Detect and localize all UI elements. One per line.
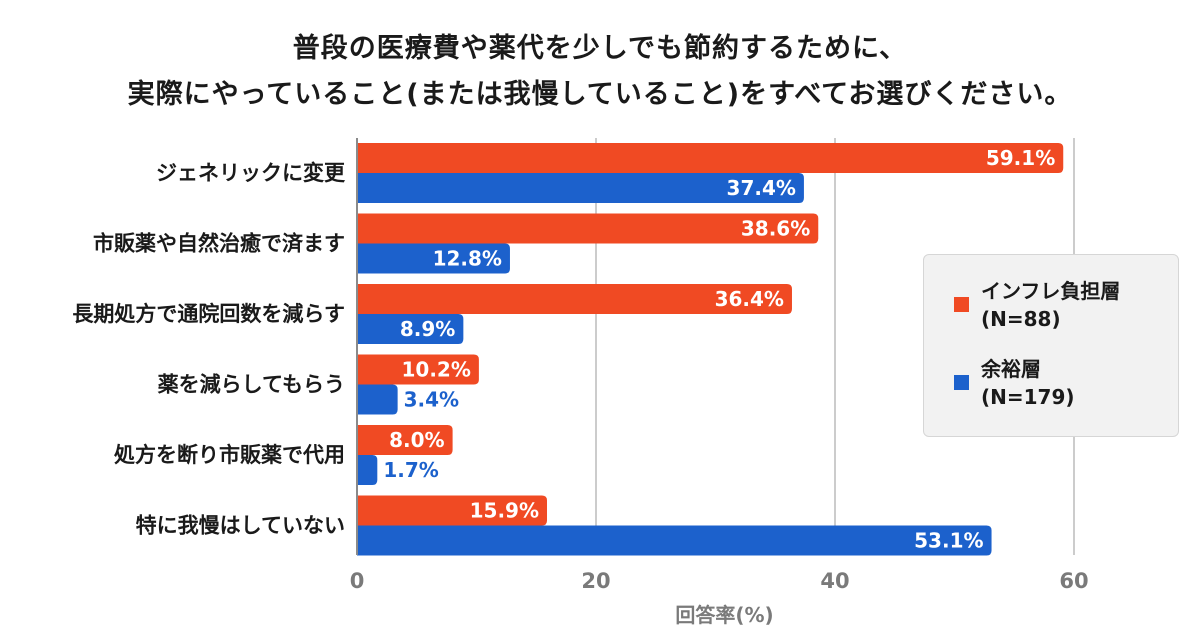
bar-value-label: 53.1% xyxy=(914,529,983,553)
bar-value-label: 3.4% xyxy=(404,388,459,412)
legend-label-series-1: インフレ負担層 (N=88) xyxy=(981,279,1121,331)
x-axis-title: 回答率(%) xyxy=(675,603,773,627)
bar-value-label: 1.7% xyxy=(383,458,438,482)
bar xyxy=(357,314,464,344)
bar xyxy=(357,384,398,415)
legend-swatch-series-1 xyxy=(954,297,969,312)
x-tick-label: 0 xyxy=(350,569,365,593)
legend-item-series-1: インフレ負担層 (N=88) xyxy=(954,277,1120,333)
category-label: ジェネリックに変更 xyxy=(156,161,346,185)
category-label: 処方を断り市販薬で代用 xyxy=(114,443,345,467)
legend: インフレ負担層 (N=88) 余裕層 (N=179) xyxy=(923,254,1179,437)
bar-value-label: 37.4% xyxy=(727,176,796,200)
bar xyxy=(357,525,992,556)
category-label: 薬を減らしてもらう xyxy=(158,373,345,397)
bar-value-label: 38.6% xyxy=(741,217,810,241)
bar-value-label: 36.4% xyxy=(715,287,784,311)
category-label: 長期処方で通院回数を減らす xyxy=(72,302,345,326)
legend-item-series-2: 余裕層 (N=179) xyxy=(954,355,1075,411)
bar xyxy=(357,455,378,485)
bar xyxy=(357,243,510,274)
chart-title-line-2: 実際にやっていること(または我慢していること)をすべてお選びください。 xyxy=(127,79,1073,110)
category-label: 市販薬や自然治癒で済ます xyxy=(93,232,345,256)
bar-value-label: 8.9% xyxy=(400,317,455,341)
bar xyxy=(357,495,548,526)
x-tick-label: 40 xyxy=(820,569,849,593)
x-tick-label: 20 xyxy=(581,569,610,593)
bar-value-label: 12.8% xyxy=(433,247,502,271)
bar xyxy=(357,143,1064,173)
bar-value-label: 10.2% xyxy=(401,358,470,382)
legend-label-series-2: 余裕層 (N=179) xyxy=(981,357,1075,409)
bar xyxy=(357,425,453,455)
bar-value-label: 8.0% xyxy=(389,428,444,452)
legend-swatch-series-2 xyxy=(954,375,969,390)
bar-value-label: 15.9% xyxy=(470,499,539,523)
x-tick-label: 60 xyxy=(1059,569,1088,593)
chart-title-line-1: 普段の医療費や薬代を少しでも節約するために、 xyxy=(292,33,908,64)
bar-value-label: 59.1% xyxy=(986,146,1055,170)
bar xyxy=(357,173,804,203)
category-label: 特に我慢はしていない xyxy=(136,514,345,538)
bar xyxy=(357,354,479,385)
bar xyxy=(357,284,792,314)
bar xyxy=(357,213,819,244)
